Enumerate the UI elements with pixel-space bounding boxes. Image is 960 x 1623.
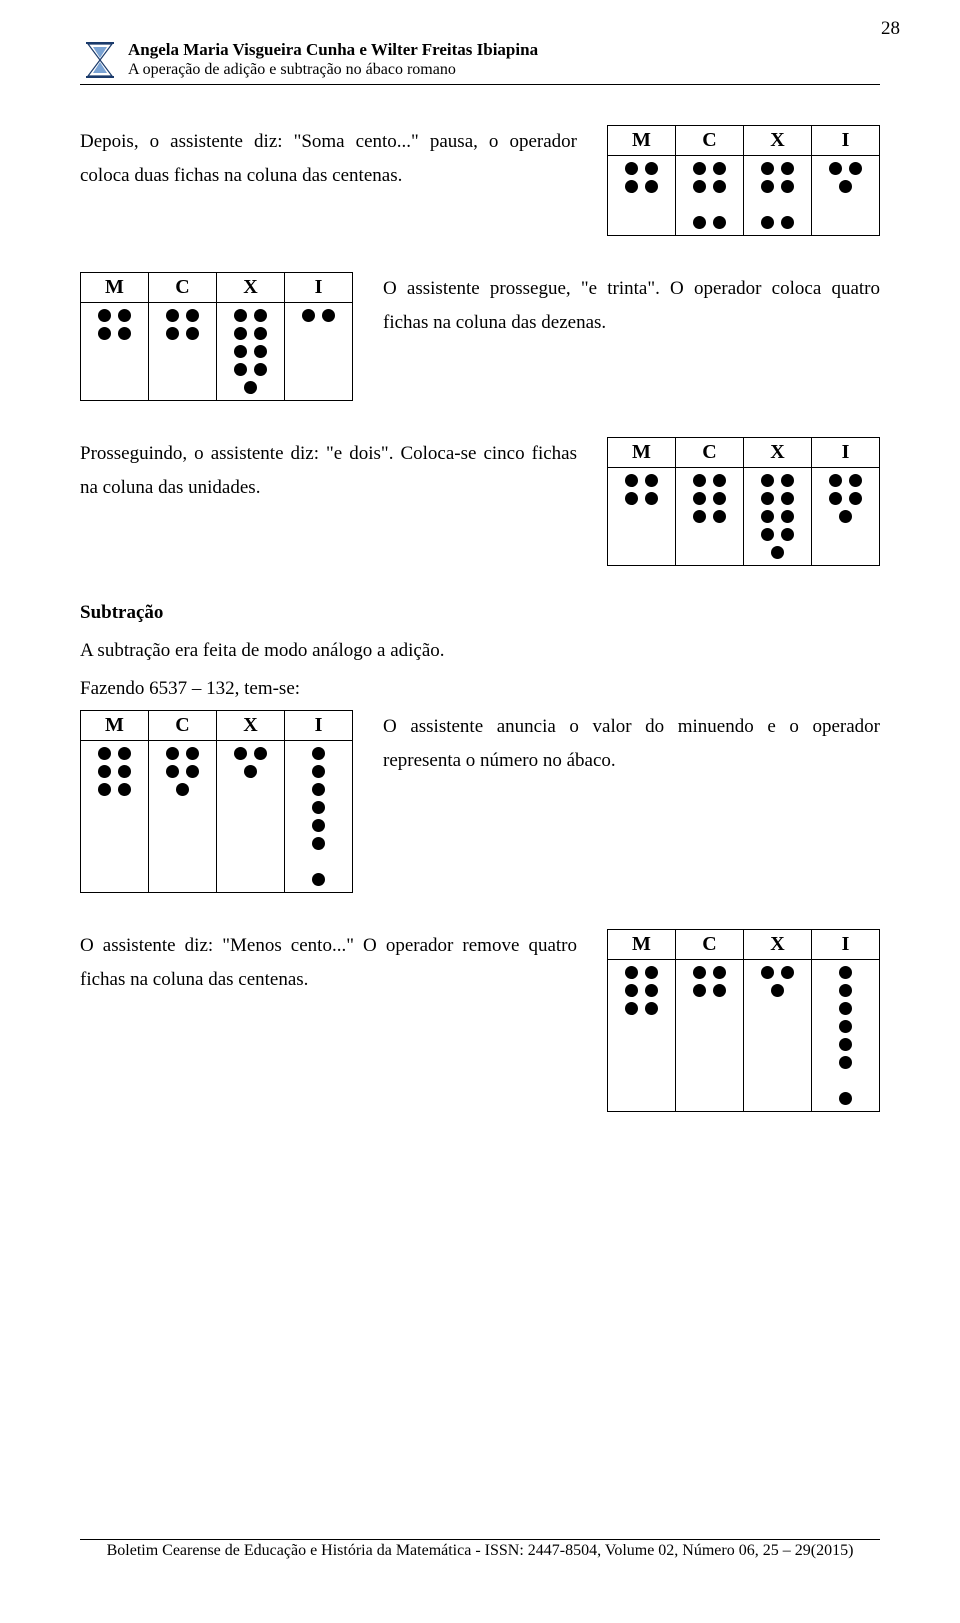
abacus-col-header: X [217, 272, 285, 302]
abacus-col-header: I [812, 437, 880, 467]
paragraph-1: Depois, o assistente diz: "Soma cento...… [80, 125, 577, 193]
subtracao-example: Fazendo 6537 – 132, tem-se: [80, 672, 880, 706]
abacus-col-header: I [812, 125, 880, 155]
abacus-cell [81, 740, 149, 892]
hourglass-logo-icon [80, 40, 120, 80]
abacus-a2: MCXI [80, 272, 353, 401]
abacus-col-header: X [744, 929, 812, 959]
abacus-col-header: C [149, 710, 217, 740]
abacus-col-header: C [676, 437, 744, 467]
abacus-col-header: M [608, 929, 676, 959]
abacus-cell [608, 959, 676, 1111]
abacus-cell [608, 155, 676, 235]
abacus-a5: MCXI [607, 929, 880, 1112]
abacus-cell [676, 467, 744, 565]
authors-line: Angela Maria Visgueira Cunha e Wilter Fr… [128, 40, 880, 60]
abacus-a4: MCXI [80, 710, 353, 893]
abacus-col-header: I [285, 272, 353, 302]
subtitle-line: A operação de adição e subtração no ábac… [128, 60, 880, 79]
subtracao-heading: Subtração [80, 602, 880, 624]
subtracao-intro: A subtração era feita de modo análogo a … [80, 634, 880, 668]
abacus-col-header: M [608, 125, 676, 155]
abacus-cell [149, 740, 217, 892]
abacus-cell [744, 155, 812, 235]
abacus-cell [217, 302, 285, 400]
abacus-cell [285, 740, 353, 892]
abacus-col-header: M [81, 272, 149, 302]
abacus-col-header: X [217, 710, 285, 740]
abacus-col-header: I [285, 710, 353, 740]
abacus-col-header: M [608, 437, 676, 467]
abacus-a1: MCXI [607, 125, 880, 236]
abacus-col-header: X [744, 437, 812, 467]
abacus-cell [744, 467, 812, 565]
abacus-a3: MCXI [607, 437, 880, 566]
abacus-cell [608, 467, 676, 565]
abacus-cell [149, 302, 217, 400]
abacus-cell [81, 302, 149, 400]
abacus-col-header: I [812, 929, 880, 959]
abacus-col-header: C [149, 272, 217, 302]
paragraph-5: O assistente diz: "Menos cento..." O ope… [80, 929, 577, 997]
abacus-cell [676, 155, 744, 235]
abacus-col-header: X [744, 125, 812, 155]
abacus-col-header: C [676, 125, 744, 155]
abacus-cell [285, 302, 353, 400]
page-footer: Boletim Cearense de Educação e História … [80, 1539, 880, 1560]
abacus-col-header: M [81, 710, 149, 740]
page-header: Angela Maria Visgueira Cunha e Wilter Fr… [80, 40, 880, 85]
abacus-col-header: C [676, 929, 744, 959]
abacus-cell [812, 467, 880, 565]
abacus-cell [812, 155, 880, 235]
abacus-cell [676, 959, 744, 1111]
paragraph-3: Prosseguindo, o assistente diz: "e dois"… [80, 437, 577, 505]
paragraph-2: O assistente prossegue, "e trinta". O op… [383, 272, 880, 340]
abacus-cell [812, 959, 880, 1111]
paragraph-4: O assistente anuncia o valor do minuendo… [383, 710, 880, 778]
abacus-cell [217, 740, 285, 892]
abacus-cell [744, 959, 812, 1111]
page-number: 28 [881, 18, 900, 40]
